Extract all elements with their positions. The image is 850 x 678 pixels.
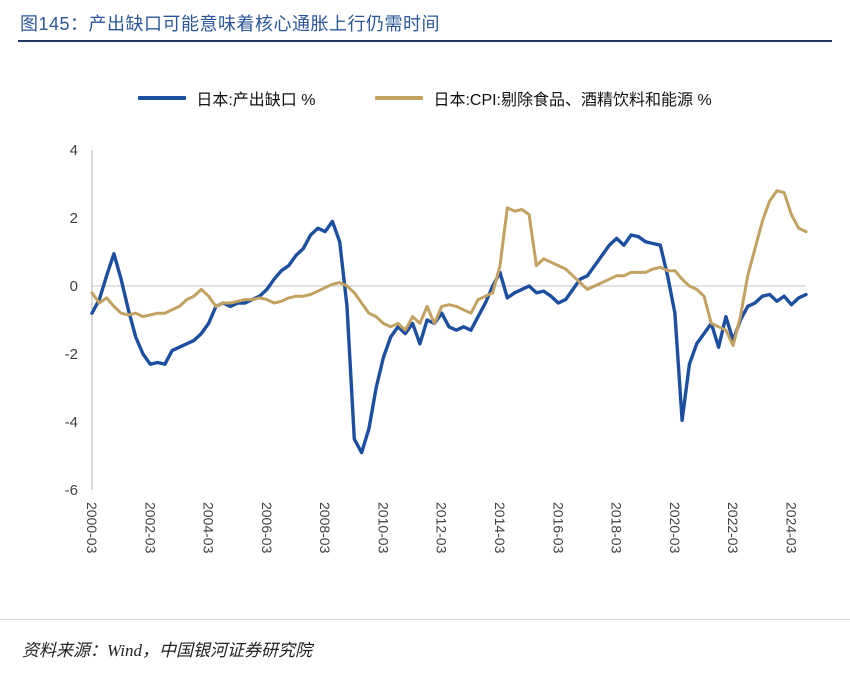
legend-label-output-gap: 日本:产出缺口 % — [196, 92, 316, 109]
x-tick-label: 2002-03 — [142, 502, 158, 554]
chart-legend: 日本:产出缺口 % 日本:CPI:剔除食品、酒精饮料和能源 % — [0, 86, 850, 110]
series-line-cpi — [90, 189, 808, 347]
x-tick-label: 2010-03 — [375, 502, 391, 554]
chart-svg: 4 2 0 -2 -4 -6 2000-03 2002-03 2004-03 2006-03 200… — [65, 142, 808, 554]
footer-divider — [0, 619, 850, 620]
y-tick-label: -4 — [65, 414, 78, 431]
x-tick-label: 2006-03 — [259, 502, 275, 554]
legend-item-cpi: 日本:CPI:剔除食品、酒精饮料和能源 % — [375, 86, 712, 110]
x-tick-label: 2012-03 — [434, 502, 450, 554]
title-rule — [18, 40, 832, 42]
figure-title: 图145：产出缺口可能意味着核心通胀上行仍需时间 — [20, 14, 441, 34]
y-tick-label: 2 — [70, 210, 78, 227]
x-tick-label: 2024-03 — [783, 502, 799, 554]
y-tick-label: 4 — [70, 142, 78, 159]
x-tick-label: 2020-03 — [667, 502, 683, 554]
y-tick-label: 0 — [70, 278, 78, 295]
legend-label-cpi: 日本:CPI:剔除食品、酒精饮料和能源 % — [433, 92, 712, 109]
x-tick-label: 2018-03 — [609, 502, 625, 554]
y-tick-label: -6 — [65, 482, 78, 499]
x-tick-label: 2008-03 — [317, 502, 333, 554]
legend-swatch — [375, 96, 424, 100]
x-tick-label: 2022-03 — [725, 502, 741, 554]
x-tick-label: 2004-03 — [201, 502, 217, 554]
x-tick-label: 2014-03 — [492, 502, 508, 554]
series-line-output-gap — [90, 219, 808, 455]
legend-item-output-gap: 日本:产出缺口 % — [138, 86, 315, 110]
x-tick-label: 2000-03 — [84, 502, 100, 554]
x-tick-label: 2016-03 — [550, 502, 566, 554]
source-note: 资料来源：Wind，中国银河证券研究院 — [22, 641, 312, 660]
legend-swatch — [138, 96, 187, 100]
y-tick-label: -2 — [65, 346, 78, 363]
